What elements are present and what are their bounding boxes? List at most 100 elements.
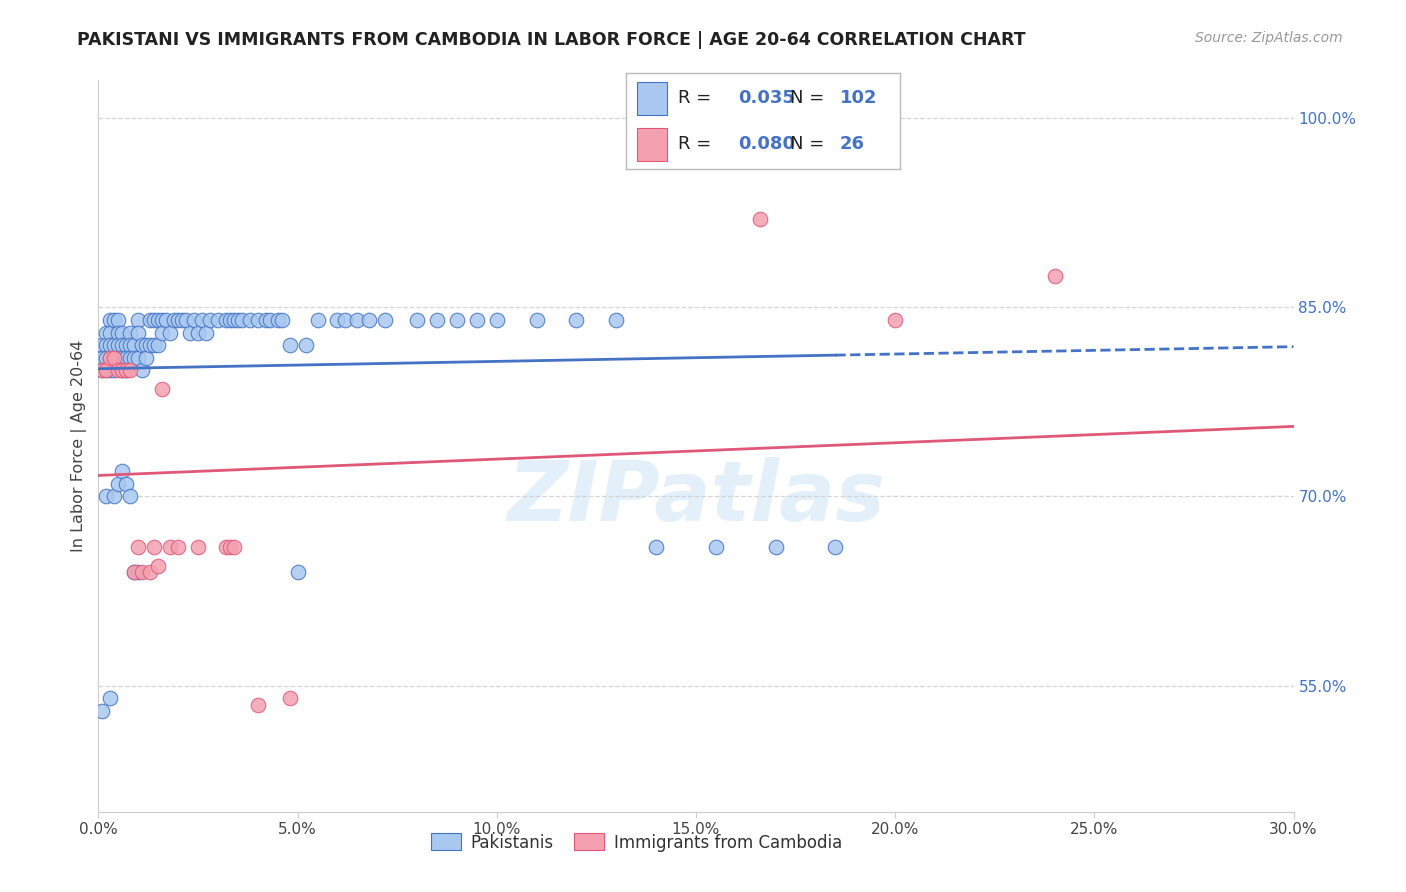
Point <box>187 326 209 340</box>
Text: 0.080: 0.080 <box>738 136 794 153</box>
Point <box>120 490 142 504</box>
Point <box>98 363 122 377</box>
Point <box>195 326 218 340</box>
Point <box>254 313 277 327</box>
Point <box>127 540 149 554</box>
Point <box>115 363 138 377</box>
Point <box>127 565 149 579</box>
Point <box>278 338 301 352</box>
Point <box>91 363 114 377</box>
Point <box>115 338 138 352</box>
Point <box>359 313 381 327</box>
Point <box>222 313 245 327</box>
Point <box>115 363 138 377</box>
Point <box>465 313 488 327</box>
Point <box>135 338 157 352</box>
Point <box>107 351 129 365</box>
Point <box>107 338 129 352</box>
Point <box>246 698 269 712</box>
Text: Source: ZipAtlas.com: Source: ZipAtlas.com <box>1195 31 1343 45</box>
Point <box>131 565 153 579</box>
Point <box>1043 268 1066 283</box>
Point <box>565 313 588 327</box>
Point <box>526 313 548 327</box>
Point <box>98 351 122 365</box>
Text: 26: 26 <box>839 136 865 153</box>
Point <box>215 540 238 554</box>
Text: PAKISTANI VS IMMIGRANTS FROM CAMBODIA IN LABOR FORCE | AGE 20-64 CORRELATION CHA: PAKISTANI VS IMMIGRANTS FROM CAMBODIA IN… <box>77 31 1026 49</box>
Point <box>294 338 316 352</box>
Point <box>167 540 190 554</box>
Point <box>139 565 162 579</box>
Point <box>222 540 245 554</box>
Point <box>111 351 134 365</box>
Point <box>278 691 301 706</box>
Point <box>103 313 125 327</box>
Point <box>148 338 170 352</box>
Point <box>231 313 253 327</box>
Point <box>824 540 846 554</box>
Point <box>267 313 290 327</box>
Point <box>335 313 357 327</box>
FancyBboxPatch shape <box>637 82 666 114</box>
Point <box>226 313 249 327</box>
Point <box>127 313 149 327</box>
Point <box>159 326 181 340</box>
Point <box>98 326 122 340</box>
Point <box>307 313 329 327</box>
Point <box>174 313 197 327</box>
Point <box>143 338 166 352</box>
Point <box>96 351 118 365</box>
Point <box>120 351 142 365</box>
Point <box>270 313 292 327</box>
Point <box>159 540 181 554</box>
Point <box>111 363 134 377</box>
Point <box>326 313 349 327</box>
Point <box>91 351 114 365</box>
Text: 0.035: 0.035 <box>738 89 794 107</box>
Point <box>183 313 205 327</box>
Text: ZIPatlas: ZIPatlas <box>508 457 884 538</box>
Point <box>98 338 122 352</box>
Point <box>246 313 269 327</box>
Point <box>103 490 125 504</box>
Point <box>131 338 153 352</box>
Point <box>645 540 668 554</box>
Point <box>215 313 238 327</box>
Text: N =: N = <box>790 136 830 153</box>
Point <box>346 313 368 327</box>
Point <box>148 313 170 327</box>
Point <box>406 313 429 327</box>
Point <box>143 313 166 327</box>
Point <box>139 338 162 352</box>
Point <box>605 313 627 327</box>
Point <box>124 565 146 579</box>
Point <box>98 313 122 327</box>
Point <box>96 363 118 377</box>
Point <box>139 313 162 327</box>
Point <box>150 326 173 340</box>
Point <box>167 313 190 327</box>
Point <box>374 313 396 327</box>
Point <box>103 351 125 365</box>
Point <box>259 313 281 327</box>
Point <box>111 464 134 478</box>
Point <box>191 313 214 327</box>
Point <box>187 540 209 554</box>
Point <box>103 351 125 365</box>
Point <box>239 313 262 327</box>
Point <box>96 338 118 352</box>
Point <box>96 326 118 340</box>
Point <box>111 326 134 340</box>
Point <box>163 313 186 327</box>
Point <box>96 490 118 504</box>
Point <box>96 363 118 377</box>
Point <box>120 338 142 352</box>
Point <box>219 313 242 327</box>
Point <box>107 326 129 340</box>
Point <box>179 326 201 340</box>
Point <box>124 351 146 365</box>
Y-axis label: In Labor Force | Age 20-64: In Labor Force | Age 20-64 <box>72 340 87 552</box>
Point <box>219 540 242 554</box>
Point <box>107 363 129 377</box>
